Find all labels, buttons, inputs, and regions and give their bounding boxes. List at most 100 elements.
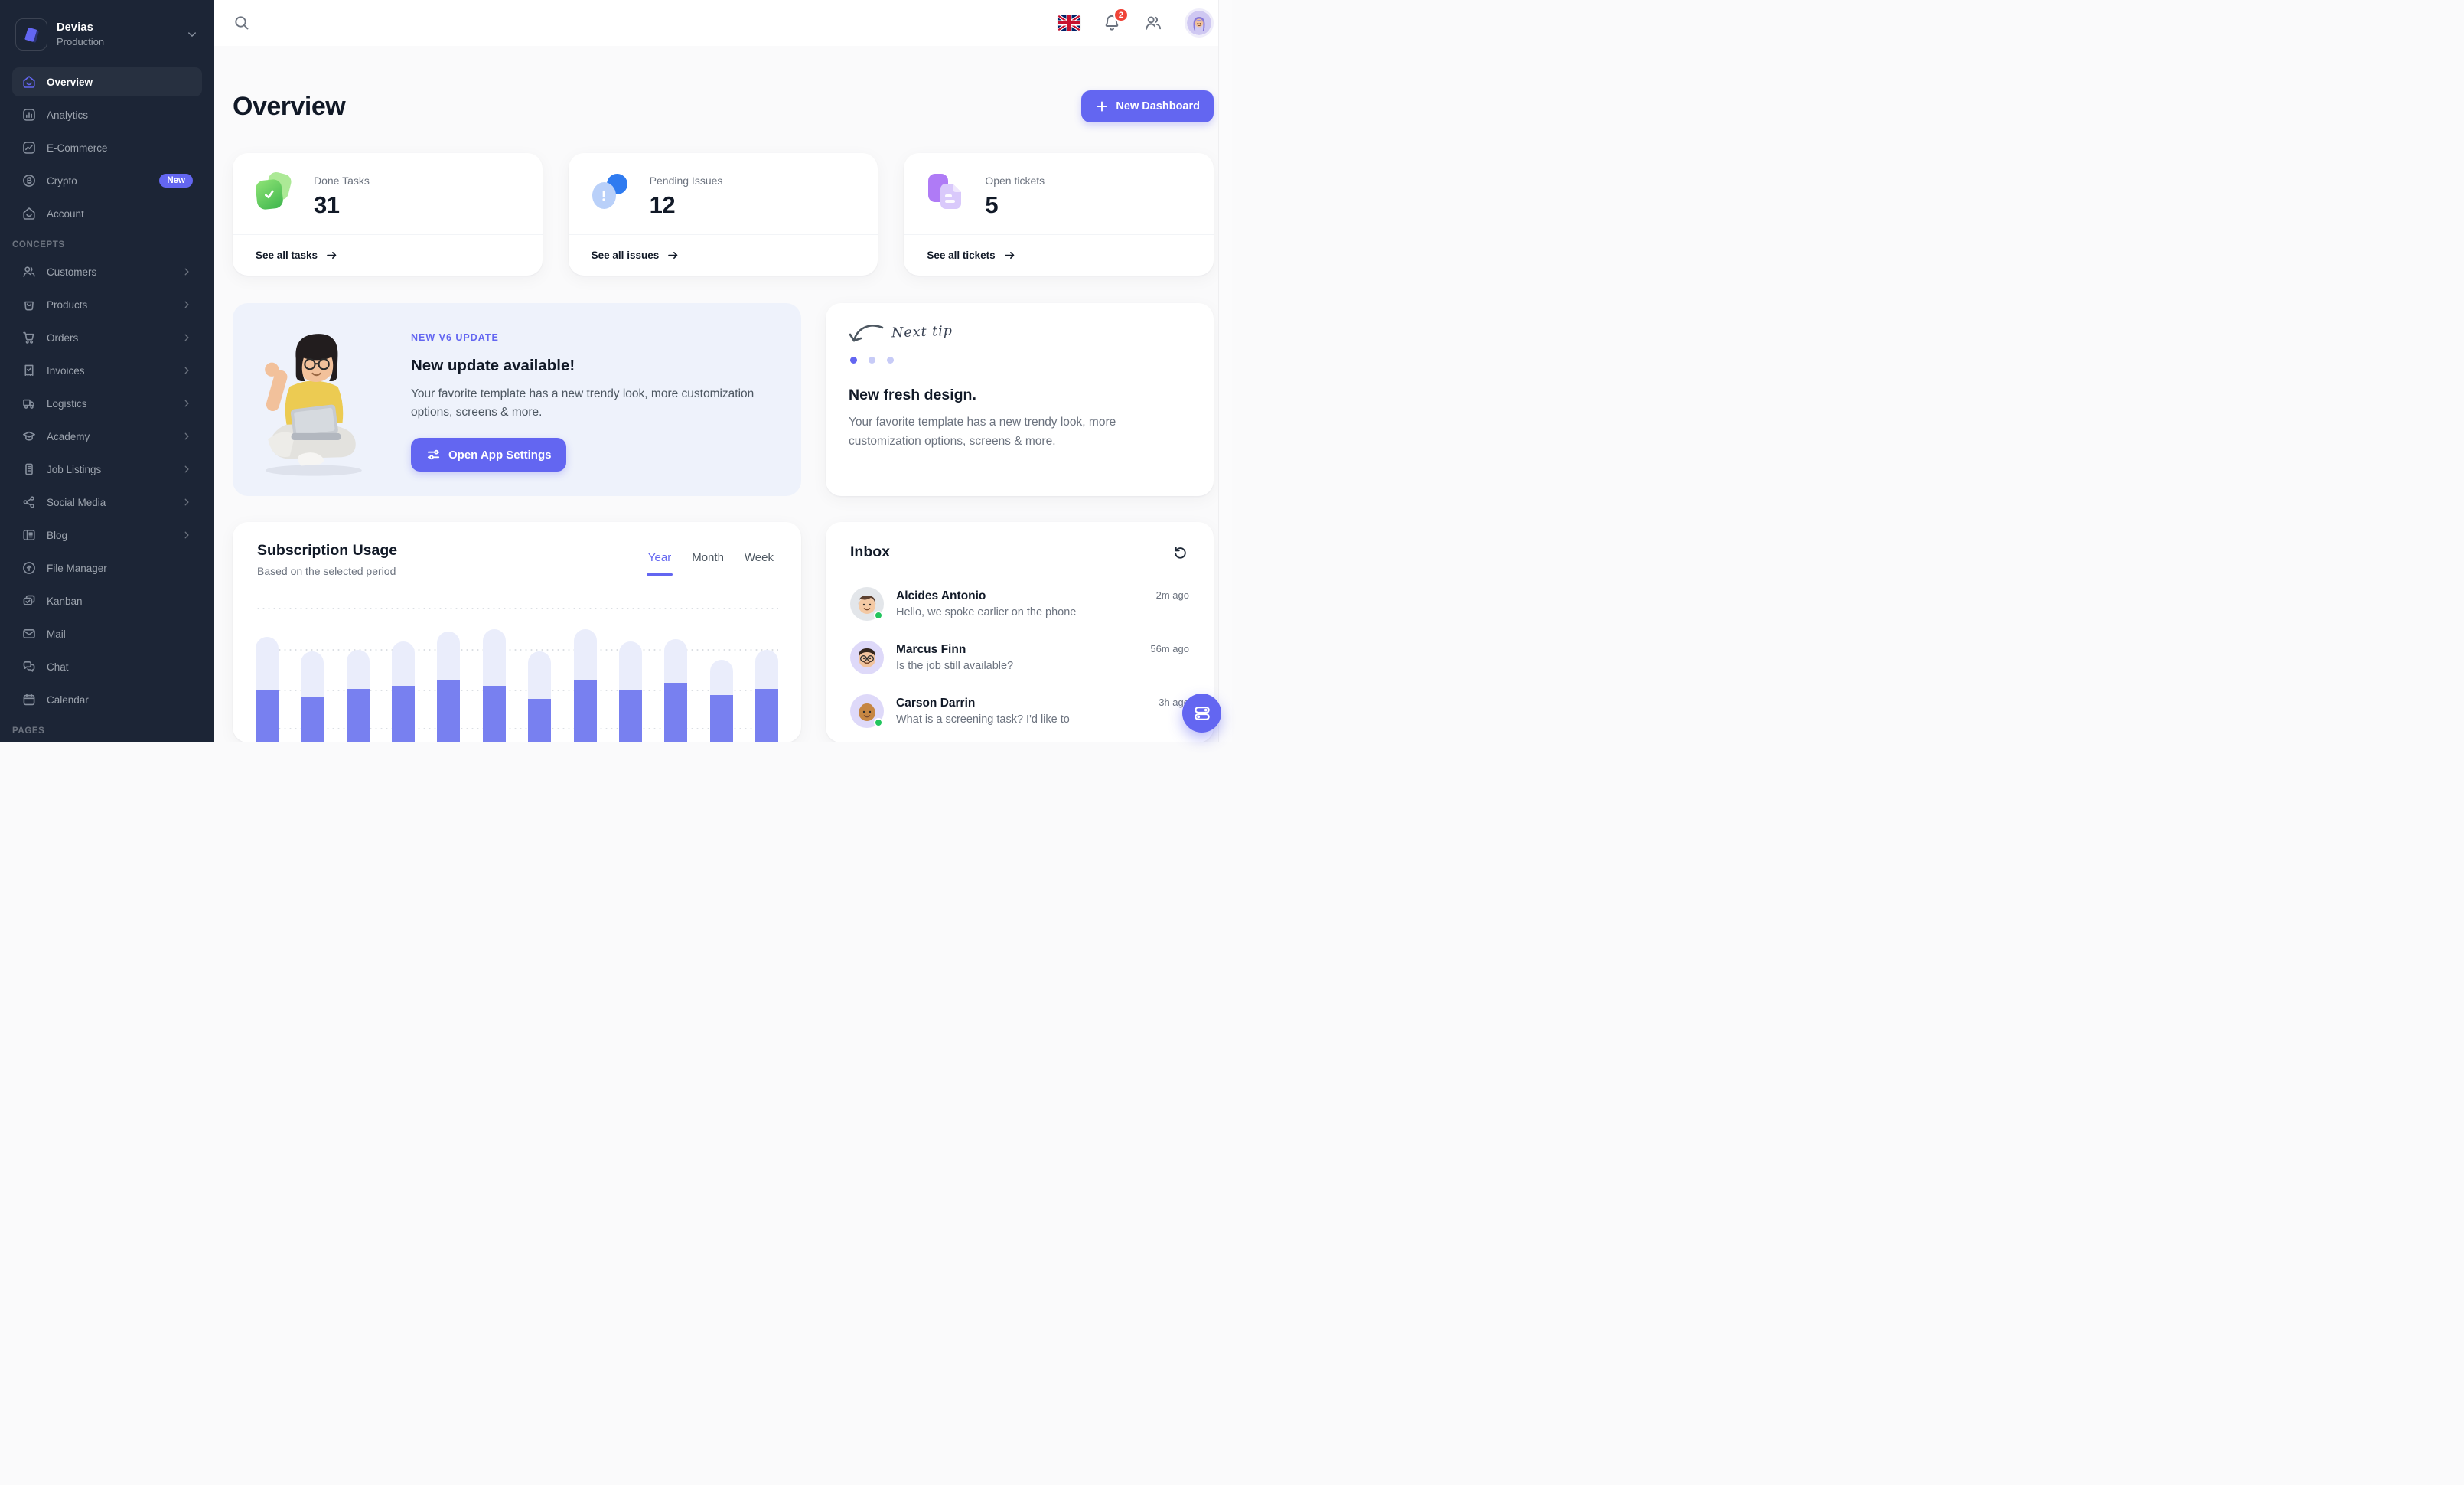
chevron-right-icon: [181, 299, 193, 311]
tab-month[interactable]: Month: [692, 551, 724, 564]
see-all-link[interactable]: See all tasks: [256, 235, 338, 276]
sidebar-item-icon: [21, 140, 37, 155]
sidebar-item-label: Crypto: [47, 175, 77, 187]
subscription-usage-card: Subscription Usage Based on the selected…: [233, 522, 801, 742]
usage-bar-2: [301, 605, 324, 742]
inbox-message-marcus-finn[interactable]: Marcus Finn Is the job still available? …: [850, 634, 1189, 681]
carousel-dot-3[interactable]: [887, 357, 894, 364]
sidebar: Devias Production Overview Analytics: [0, 0, 214, 742]
sidebar-item-icon: [21, 462, 37, 477]
gridline: [256, 728, 778, 729]
sidebar-item-mail[interactable]: Mail: [12, 619, 202, 648]
workspace-environment: Production: [57, 36, 105, 47]
usage-bar-9: [618, 605, 642, 742]
inbox-message-carson-darrin[interactable]: Carson Darrin What is a screening task? …: [850, 687, 1189, 735]
sidebar-item-icon: [21, 560, 37, 576]
illustration-woman-laptop: [256, 323, 372, 476]
sidebar-item-chat[interactable]: Chat: [12, 652, 202, 681]
chevron-right-icon: [181, 331, 193, 344]
sidebar-item-blog[interactable]: Blog: [12, 521, 202, 550]
message-preview: What is a screening task? I'd like to: [896, 713, 1070, 726]
toggles-icon: [1192, 703, 1212, 723]
usage-chart: [256, 605, 778, 742]
bell-icon: [1102, 13, 1122, 33]
stat-label: Pending Issues: [649, 175, 723, 187]
next-tip-card: Next tip New fresh design. Your favorite…: [826, 303, 1214, 496]
tab-week[interactable]: Week: [744, 551, 774, 564]
topbar: 2: [214, 0, 1232, 46]
sidebar-item-icon: [21, 206, 37, 221]
workspace-switcher[interactable]: Devias Production: [12, 15, 202, 54]
main-content: Overview New Dashboard Done Tasks 31 See…: [214, 46, 1232, 742]
sidebar-item-invoices[interactable]: Invoices: [12, 356, 202, 385]
chevron-right-icon: [181, 430, 193, 442]
sidebar-item-analytics[interactable]: Analytics: [12, 100, 202, 129]
divider: [568, 234, 878, 235]
new-dashboard-button[interactable]: New Dashboard: [1081, 90, 1214, 122]
new-badge: New: [159, 174, 193, 188]
refresh-icon[interactable]: [1172, 543, 1189, 561]
usage-bar-7: [528, 605, 552, 742]
message-preview: Hello, we spoke earlier on the phone: [896, 606, 1077, 618]
sidebar-item-calendar[interactable]: Calendar: [12, 685, 202, 714]
sidebar-item-icon: [21, 173, 37, 188]
sidebar-item-kanban[interactable]: Kanban: [12, 586, 202, 615]
period-tabs: Year Month Week: [648, 542, 777, 564]
usage-subtitle: Based on the selected period: [257, 565, 396, 577]
sidebar-item-label: Calendar: [47, 694, 89, 706]
sidebar-item-file-manager[interactable]: File Manager: [12, 553, 202, 583]
sidebar-item-account[interactable]: Account: [12, 199, 202, 228]
scrollbar[interactable]: [1218, 0, 1232, 742]
language-flag-icon[interactable]: [1058, 15, 1080, 31]
stat-value: 5: [985, 191, 999, 218]
sidebar-item-overview[interactable]: Overview: [12, 67, 202, 96]
sidebar-item-icon: [21, 363, 37, 378]
usage-bar-12: [755, 605, 778, 742]
usage-title: Subscription Usage: [257, 542, 398, 559]
gridline: [256, 649, 778, 651]
inbox-title: Inbox: [850, 543, 890, 560]
inbox-card: Inbox Alcides Antonio Hello, we spoke ea…: [826, 522, 1214, 742]
contacts-icon[interactable]: [1143, 13, 1163, 33]
sidebar-item-icon: [21, 330, 37, 345]
arrow-right-icon: [667, 249, 680, 262]
avatar: [850, 641, 884, 674]
sidebar-item-icon: [21, 593, 37, 609]
sidebar-item-e-commerce[interactable]: E-Commerce: [12, 133, 202, 162]
notifications-button[interactable]: 2: [1102, 8, 1129, 33]
sidebar-item-academy[interactable]: Academy: [12, 422, 202, 451]
tab-year[interactable]: Year: [647, 551, 672, 564]
devias-logo-icon: [15, 18, 47, 51]
sidebar-item-products[interactable]: Products: [12, 290, 202, 319]
sidebar-item-crypto[interactable]: Crypto New: [12, 166, 202, 195]
search-icon[interactable]: [233, 14, 251, 32]
carousel-dot-1[interactable]: [850, 357, 857, 364]
carousel-dot-2[interactable]: [869, 357, 875, 364]
sidebar-item-label: Kanban: [47, 595, 83, 607]
sidebar-item-logistics[interactable]: Logistics: [12, 389, 202, 418]
divider: [233, 234, 543, 235]
app-settings-fab[interactable]: [1182, 694, 1221, 733]
see-all-link[interactable]: See all issues: [592, 235, 680, 276]
user-avatar[interactable]: [1185, 8, 1214, 38]
sidebar-item-customers[interactable]: Customers: [12, 257, 202, 286]
sidebar-item-icon: [21, 527, 37, 543]
open-app-settings-button[interactable]: Open App Settings: [411, 438, 567, 472]
stat-icon: [592, 173, 628, 210]
sidebar-item-job-listings[interactable]: Job Listings: [12, 455, 202, 484]
sidebar-item-social-media[interactable]: Social Media: [12, 488, 202, 517]
sidebar-item-orders[interactable]: Orders: [12, 323, 202, 352]
chevron-down-icon: [185, 28, 199, 41]
stat-label: Done Tasks: [314, 175, 370, 187]
sender-name: Carson Darrin: [896, 697, 976, 710]
online-status-dot: [874, 611, 883, 620]
sidebar-item-label: Blog: [47, 529, 68, 541]
see-all-link[interactable]: See all tickets: [927, 235, 1015, 276]
sidebar-item-icon: [21, 396, 37, 411]
inbox-message-alcides-antonio[interactable]: Alcides Antonio Hello, we spoke earlier …: [850, 580, 1189, 628]
message-time: 2m ago: [1155, 589, 1189, 601]
stat-icon: [927, 173, 963, 210]
update-body: Your favorite template has a new trendy …: [411, 387, 755, 419]
stats-row: Done Tasks 31 See all tasks Pending Issu…: [233, 153, 1214, 276]
sidebar-item-label: Analytics: [47, 109, 89, 121]
